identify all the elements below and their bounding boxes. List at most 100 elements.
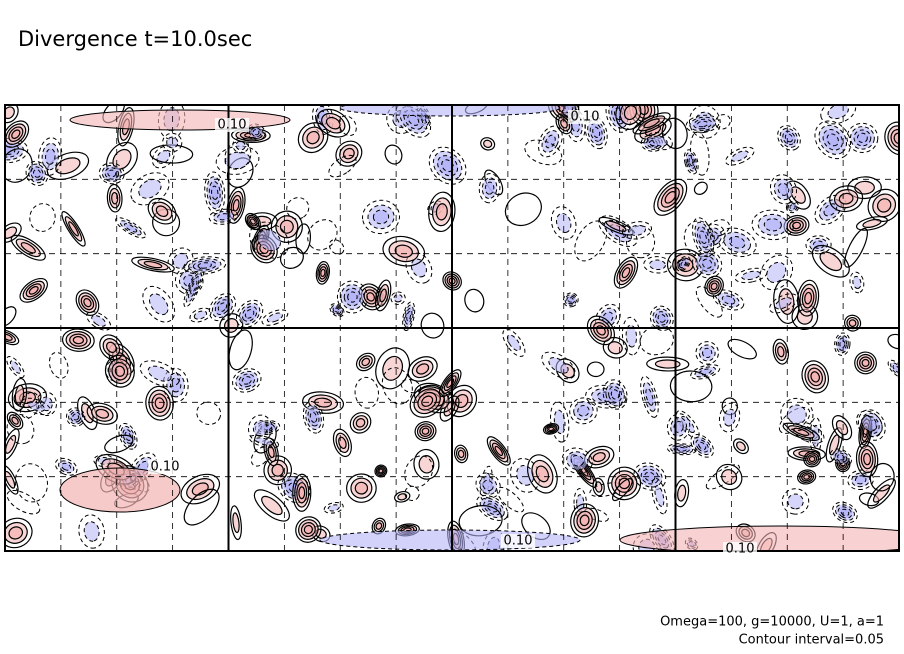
negative-contour — [676, 446, 687, 452]
positive-contour — [855, 216, 888, 231]
positive-contour — [191, 482, 209, 496]
positive-contour — [332, 428, 352, 458]
positive-contour — [808, 455, 816, 463]
positive-contour — [829, 185, 864, 213]
positive-contour — [249, 218, 256, 225]
positive-contour — [887, 333, 899, 350]
negative-contour — [625, 324, 638, 348]
negative-contour — [846, 122, 879, 153]
negative-contour — [829, 448, 853, 467]
negative-contour — [404, 455, 434, 488]
negative-contour — [254, 437, 273, 446]
negative-contour — [643, 256, 672, 274]
negative-contour — [569, 397, 598, 425]
negative-contour — [769, 174, 798, 205]
negative-contour — [839, 340, 846, 349]
negative-contour — [484, 181, 495, 195]
negative-contour — [574, 220, 608, 262]
positive-contour — [228, 329, 253, 371]
negative-contour — [33, 169, 41, 178]
contour-field — [5, 105, 899, 551]
negative-contour — [718, 402, 741, 433]
negative-contour — [695, 341, 719, 365]
positive-contour — [570, 503, 600, 538]
negative-contour — [774, 297, 793, 310]
positive-contour — [862, 218, 882, 228]
negative-contour — [712, 289, 745, 311]
positive-contour — [183, 488, 220, 526]
contour-label-bg — [568, 110, 602, 124]
negative-contour — [854, 475, 867, 485]
positive-contour — [335, 140, 363, 167]
positive-contour — [99, 334, 124, 361]
positive-contour — [819, 251, 843, 272]
negative-contour — [550, 401, 570, 443]
positive-contour — [19, 277, 48, 303]
positive-contour — [791, 221, 802, 230]
negative-contour — [170, 377, 182, 393]
positive-contour — [355, 352, 376, 372]
positive-contour — [147, 197, 177, 225]
negative-contour — [550, 206, 577, 240]
negative-contour — [786, 404, 807, 425]
negative-contour — [723, 408, 736, 427]
negative-contour — [820, 105, 857, 125]
positive-contour — [180, 473, 221, 505]
negative-contour — [541, 351, 576, 380]
positive-contour — [848, 319, 857, 327]
negative-contour — [814, 120, 852, 160]
negative-contour — [402, 301, 416, 332]
positive-contour — [95, 408, 110, 419]
positive-contour — [693, 181, 708, 195]
positive-contour — [143, 260, 163, 269]
positive-contour — [253, 489, 290, 522]
negative-contour — [390, 291, 406, 305]
negative-contour — [29, 203, 56, 232]
negative-contour — [728, 235, 746, 249]
negative-contour — [86, 311, 112, 331]
positive-contour — [810, 371, 820, 383]
negative-contour — [347, 291, 358, 303]
positive-contour — [579, 514, 590, 527]
negative-contour — [235, 140, 246, 151]
positive-contour — [773, 279, 800, 325]
negative-contour — [72, 413, 80, 421]
positive-contour — [375, 522, 383, 530]
positive-contour — [378, 468, 384, 474]
negative-contour — [406, 311, 412, 322]
negative-contour — [183, 267, 205, 308]
positive-contour — [542, 423, 560, 435]
positive-contour — [394, 244, 413, 258]
positive-contour — [232, 199, 240, 212]
positive-contour — [428, 191, 456, 233]
negative-contour — [690, 131, 710, 176]
negative-contour — [690, 433, 715, 458]
positive-contour — [279, 219, 294, 234]
negative-contour — [654, 485, 665, 507]
negative-contour — [78, 514, 105, 549]
positive-contour — [69, 109, 291, 131]
positive-contour — [8, 526, 24, 540]
negative-contour — [731, 150, 749, 162]
negative-contour — [6, 489, 41, 515]
positive-contour — [618, 477, 631, 490]
negative-contour — [323, 502, 344, 514]
negative-contour — [657, 313, 666, 323]
grid — [5, 105, 899, 551]
positive-contour — [297, 122, 329, 154]
negative-contour — [257, 229, 282, 252]
positive-contour — [420, 312, 445, 339]
negative-contour — [334, 307, 340, 313]
positive-contour — [586, 315, 616, 346]
negative-contour — [823, 203, 838, 217]
negative-contour — [741, 270, 761, 281]
positive-contour — [5, 517, 33, 549]
negative-contour — [9, 360, 22, 374]
positive-contour — [397, 493, 408, 501]
positive-contour — [527, 454, 558, 494]
positive-contour — [5, 105, 19, 124]
positive-contour — [279, 246, 304, 269]
negative-contour — [628, 224, 646, 236]
negative-contour — [610, 389, 620, 400]
